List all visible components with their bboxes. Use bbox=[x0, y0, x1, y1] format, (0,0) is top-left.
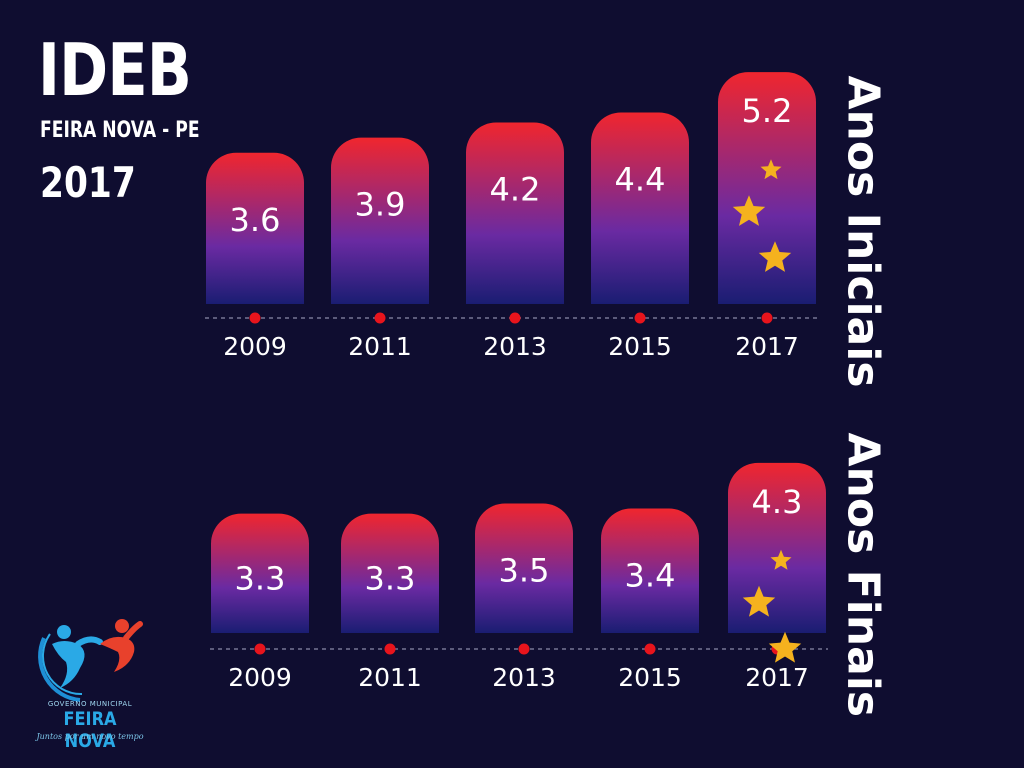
bar-2009 bbox=[211, 513, 309, 633]
logo-name-text: FEIRA NOVA bbox=[63, 708, 117, 752]
axis-dot bbox=[644, 643, 656, 655]
bar-value-label: 3.3 bbox=[235, 559, 286, 597]
star-icon bbox=[768, 631, 802, 663]
axis-dot bbox=[249, 312, 261, 324]
x-tick-label: 2009 bbox=[223, 332, 287, 361]
bar-value-label: 5.2 bbox=[742, 92, 793, 130]
axis-dot bbox=[384, 643, 396, 655]
bar-2017 bbox=[718, 72, 816, 304]
bar-value-label: 4.2 bbox=[490, 171, 541, 209]
chart-anos-iniciais: 3.6 2009 3.9 2011 4.2 2013 4.4 2015 5.2 2017 bbox=[205, 72, 820, 361]
bar-2017 bbox=[728, 462, 826, 633]
bar-value-label: 4.3 bbox=[752, 483, 803, 521]
year-heading: 2017 bbox=[40, 158, 136, 207]
bar-value-label: 3.6 bbox=[230, 201, 281, 239]
star-icon bbox=[770, 549, 792, 570]
x-tick-label: 2015 bbox=[608, 332, 672, 361]
star-icon bbox=[760, 159, 782, 180]
page-title: IDEB bbox=[38, 28, 192, 112]
star-icon bbox=[732, 195, 766, 226]
chart-anos-finais: 3.3 2009 3.3 2011 3.5 2013 3.4 2015 4.3 2017 bbox=[210, 462, 828, 692]
x-tick-label: 2011 bbox=[358, 663, 422, 692]
axis-dot bbox=[254, 643, 266, 655]
people-logo-icon bbox=[38, 619, 143, 702]
bar-2013 bbox=[466, 122, 564, 304]
bar-value-label: 3.9 bbox=[355, 186, 406, 224]
x-tick-label: 2011 bbox=[348, 332, 412, 361]
axis-dot bbox=[634, 312, 646, 324]
location-subtitle: FEIRA NOVA - PE bbox=[40, 118, 200, 143]
axis-dot bbox=[374, 312, 386, 324]
logo-slogan-text: Juntos por um novo tempo bbox=[36, 732, 144, 741]
bar-2009 bbox=[206, 152, 304, 304]
logo-government-text: GOVERNO MUNICIPAL bbox=[47, 700, 133, 708]
x-tick-label: 2009 bbox=[228, 663, 292, 692]
x-tick-label: 2015 bbox=[618, 663, 682, 692]
bar-2011 bbox=[341, 513, 439, 633]
bar-2011 bbox=[331, 137, 429, 304]
bar-2015 bbox=[601, 508, 699, 633]
bar-2013 bbox=[475, 503, 573, 633]
x-tick-label: 2017 bbox=[745, 663, 809, 692]
bar-value-label: 4.4 bbox=[615, 160, 666, 198]
axis-dot bbox=[518, 643, 530, 655]
axis-dot bbox=[761, 312, 773, 324]
bar-value-label: 3.3 bbox=[365, 559, 416, 597]
bar-value-label: 3.5 bbox=[499, 551, 550, 589]
star-icon bbox=[758, 241, 792, 272]
axis-dot bbox=[509, 312, 521, 324]
star-icon bbox=[742, 585, 776, 617]
x-tick-label: 2013 bbox=[483, 332, 547, 361]
x-tick-label: 2017 bbox=[735, 332, 799, 361]
bar-2015 bbox=[591, 112, 689, 304]
bar-value-label: 3.4 bbox=[625, 557, 676, 595]
feira-nova-logo: GOVERNO MUNICIPAL FEIRA NOVA Juntos por … bbox=[30, 608, 150, 752]
x-tick-label: 2013 bbox=[492, 663, 556, 692]
